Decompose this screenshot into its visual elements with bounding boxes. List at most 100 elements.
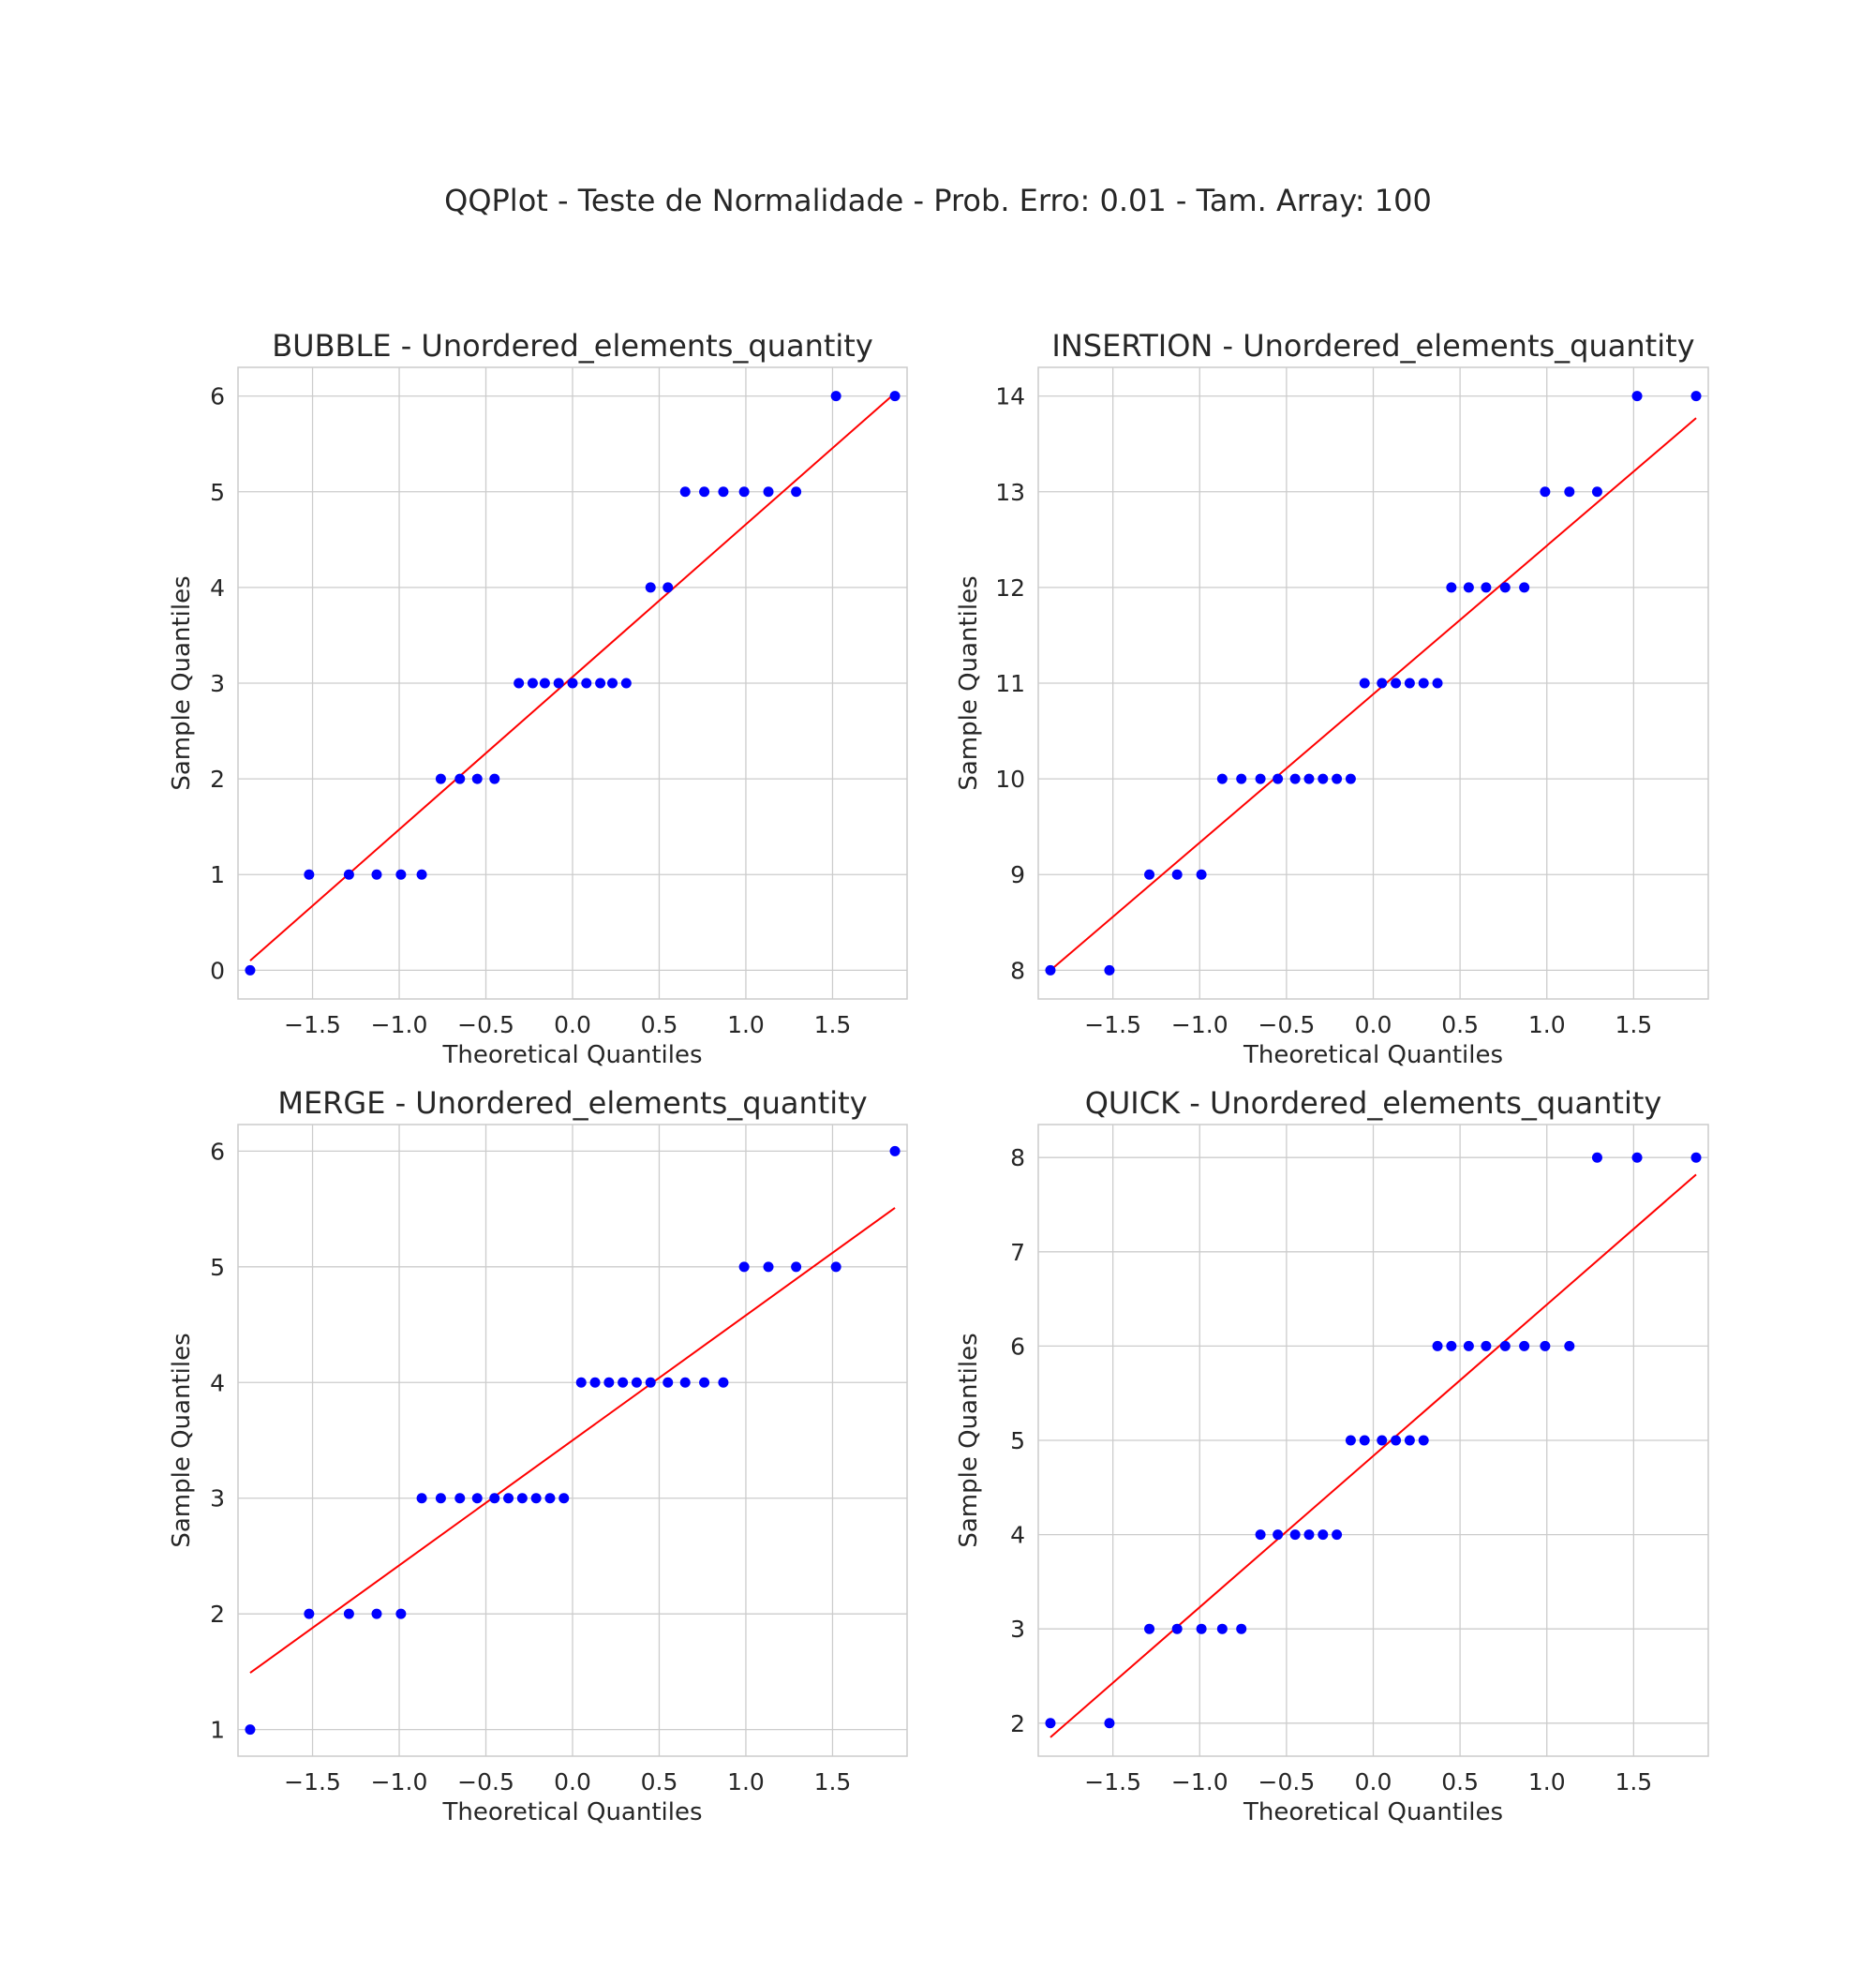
data-point (1303, 1529, 1315, 1541)
data-point (581, 678, 592, 689)
x-tick-label: 1.5 (814, 1768, 852, 1796)
data-point (558, 1493, 570, 1504)
data-point (530, 1493, 542, 1504)
data-point (1303, 773, 1315, 784)
y-axis-label: Sample Quantiles (168, 1333, 196, 1547)
subplot-3: −1.5 −1.0 −0.5 0.0 0.5 1.0 1.5 1 2 3 4 5 6 MERGE - Un… (168, 1085, 908, 1826)
data-point (395, 869, 407, 880)
y-tick-label: 4 (210, 1369, 225, 1396)
data-point (595, 678, 606, 689)
data-point (718, 486, 729, 498)
data-point (1289, 773, 1301, 784)
data-point (1446, 582, 1457, 593)
data-point (1171, 1623, 1183, 1634)
axes-frame (1037, 366, 1709, 1000)
data-point (1377, 1435, 1388, 1446)
data-point (1404, 678, 1415, 689)
data-point (539, 678, 550, 689)
data-point (620, 678, 632, 689)
data-point (645, 582, 656, 593)
y-tick-label: 11 (995, 670, 1025, 697)
data-point (1631, 391, 1643, 402)
data-point (567, 678, 578, 689)
data-point (343, 1608, 354, 1619)
data-point (371, 1608, 382, 1619)
data-point (1318, 773, 1329, 784)
data-point (1690, 1152, 1702, 1163)
data-point (830, 391, 841, 402)
x-tick-label: −0.5 (457, 1011, 514, 1038)
data-point (454, 1493, 466, 1504)
data-point (1196, 869, 1207, 880)
y-tick-label: 14 (995, 383, 1025, 410)
y-tick-label: 1 (210, 1717, 225, 1744)
y-tick-label: 5 (1010, 1427, 1025, 1454)
data-point (1332, 1529, 1343, 1541)
x-tick-label: 0.5 (1441, 1011, 1479, 1038)
data-point (1432, 678, 1443, 689)
fit-line (1050, 1173, 1697, 1738)
data-point (1377, 678, 1388, 689)
data-point (1144, 869, 1155, 880)
data-point (527, 678, 538, 689)
y-tick-label: 3 (210, 1485, 225, 1513)
y-tick-label: 13 (995, 479, 1025, 506)
x-axis-label: Theoretical Quantiles (441, 1798, 702, 1826)
data-point (1519, 582, 1530, 593)
y-tick-label: 9 (1010, 861, 1025, 888)
x-axis-label: Theoretical Quantiles (441, 1041, 702, 1069)
data-point (435, 1493, 446, 1504)
y-tick-label: 5 (210, 1254, 225, 1281)
data-point (1289, 1529, 1301, 1541)
data-point (1216, 1623, 1228, 1634)
data-point (1463, 582, 1474, 593)
data-point (471, 1493, 483, 1504)
x-tick-label: 0.0 (554, 1768, 591, 1796)
data-point (1345, 773, 1356, 784)
x-tick-label: −0.5 (1258, 1011, 1316, 1038)
x-tick-label: 1.5 (814, 1011, 852, 1038)
y-tick-label: 3 (1010, 1616, 1025, 1643)
data-point (1564, 486, 1575, 498)
y-axis-label: Sample Quantiles (955, 575, 983, 790)
data-point (1236, 1623, 1247, 1634)
data-point (763, 1261, 774, 1273)
data-point (304, 869, 315, 880)
data-point (679, 486, 691, 498)
data-point (889, 391, 901, 402)
y-tick-label: 7 (1010, 1239, 1025, 1266)
data-point (1391, 678, 1402, 689)
data-point (791, 1261, 802, 1273)
x-axis-label: Theoretical Quantiles (1243, 1798, 1503, 1826)
axes-frame (237, 366, 908, 1000)
x-tick-label: 0.5 (641, 1768, 678, 1796)
data-point (589, 1377, 601, 1388)
y-tick-label: 10 (995, 766, 1025, 793)
x-tick-label: 0.5 (1441, 1768, 1479, 1796)
data-point (603, 1377, 615, 1388)
data-point (1463, 1340, 1474, 1351)
y-tick-label: 3 (210, 670, 225, 697)
data-point (1591, 486, 1602, 498)
data-point (1540, 486, 1551, 498)
y-axis-label: Sample Quantiles (168, 575, 196, 790)
data-point (416, 869, 427, 880)
data-point (607, 678, 618, 689)
x-tick-label: 1.5 (1615, 1011, 1652, 1038)
data-point (575, 1377, 587, 1388)
y-tick-label: 2 (1010, 1710, 1025, 1737)
data-point (1104, 1718, 1115, 1729)
data-point (1273, 773, 1284, 784)
data-point (503, 1493, 514, 1504)
data-point (371, 869, 382, 880)
data-point (1045, 1718, 1056, 1729)
x-tick-label: −1.0 (371, 1768, 428, 1796)
data-point (1359, 678, 1370, 689)
axes-frame (1037, 1124, 1709, 1757)
data-point (1432, 1340, 1443, 1351)
x-tick-label: 1.0 (1528, 1011, 1566, 1038)
data-point (1418, 1435, 1429, 1446)
y-tick-label: 2 (210, 1601, 225, 1628)
data-point (699, 1377, 710, 1388)
